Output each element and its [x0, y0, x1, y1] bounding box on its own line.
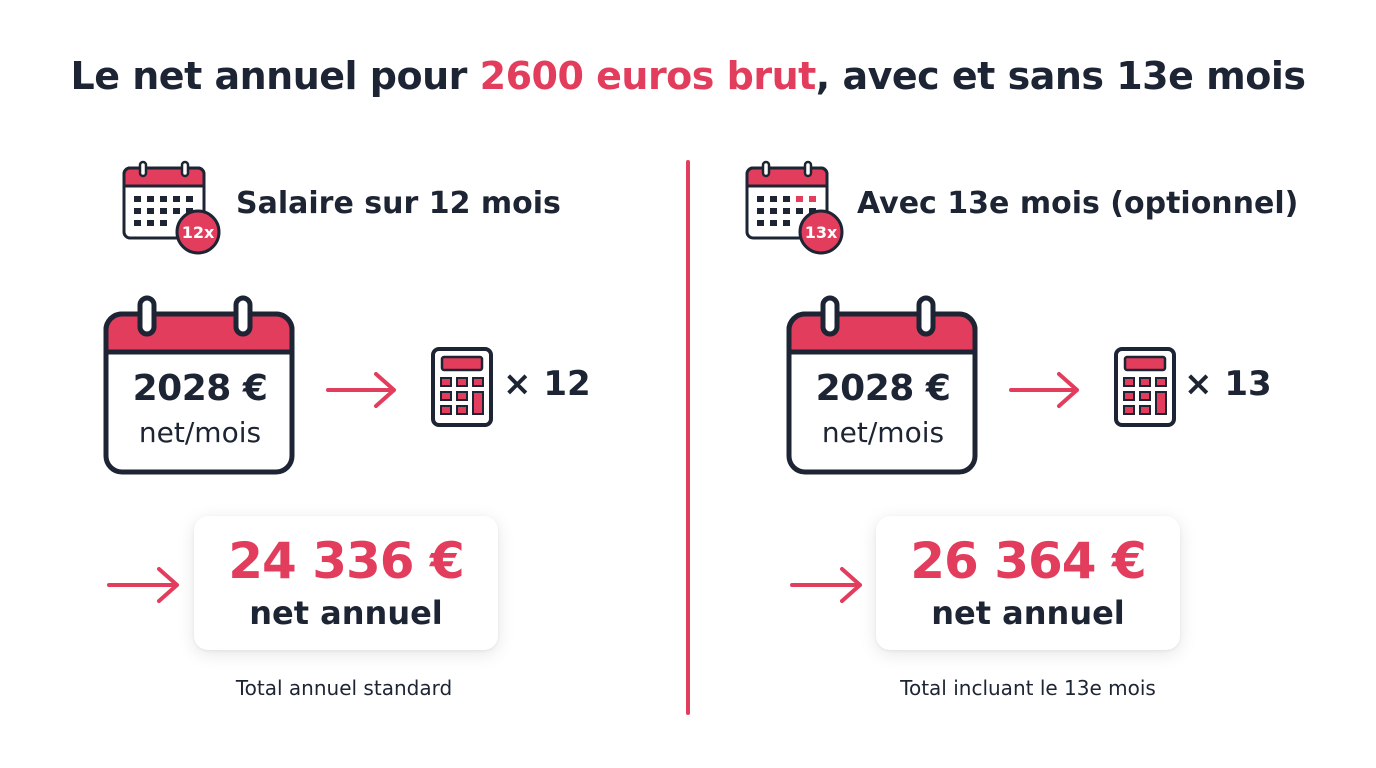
title-highlight: 2600 euros brut — [479, 54, 817, 98]
arrow-right-icon — [107, 567, 179, 603]
header-label: Salaire sur 12 mois — [236, 186, 561, 221]
title-part-2: , avec et sans 13e mois — [815, 54, 1306, 98]
multiplier-label: × 12 — [503, 364, 591, 404]
arrow-right-icon — [1009, 372, 1079, 408]
annual-result-card — [876, 516, 1180, 650]
calendar-icon — [745, 160, 844, 255]
page-title: Le net annuel pour 2600 euros brut, avec… — [0, 54, 1376, 98]
annual-result-card — [194, 516, 498, 650]
calculator-icon — [431, 347, 493, 427]
arrow-right-icon — [790, 567, 862, 603]
arrow-right-icon — [326, 372, 396, 408]
monthly-unit: net/mois — [821, 416, 945, 449]
header-badge: 13x — [804, 223, 838, 242]
title-part-1: Le net annuel pour — [70, 54, 480, 98]
annual-caption: Total incluant le 13e mois — [900, 676, 1156, 700]
calendar-icon — [122, 160, 221, 255]
header-badge: 12x — [181, 223, 215, 242]
annual-amount: 26 364 € — [910, 532, 1147, 590]
monthly-unit: net/mois — [138, 416, 262, 449]
monthly-amount: 2028 € — [132, 368, 268, 409]
panel-13-months: 13x Avec 13e mois (optionnel) 2028 € net… — [683, 0, 1323, 768]
calendar-large-icon — [103, 295, 295, 475]
center-divider — [686, 160, 690, 715]
header-label: Avec 13e mois (optionnel) — [857, 186, 1299, 221]
multiplier-label: × 13 — [1184, 364, 1272, 404]
annual-unit: net annuel — [931, 594, 1125, 632]
calendar-large-icon — [786, 295, 978, 475]
panel-12-months: 12x Salaire sur 12 mois 2028 € net/mois … — [0, 0, 640, 768]
annual-amount: 24 336 € — [228, 532, 465, 590]
monthly-amount: 2028 € — [815, 368, 951, 409]
annual-caption: Total annuel standard — [235, 676, 453, 700]
calculator-icon — [1114, 347, 1176, 427]
annual-unit: net annuel — [249, 594, 443, 632]
